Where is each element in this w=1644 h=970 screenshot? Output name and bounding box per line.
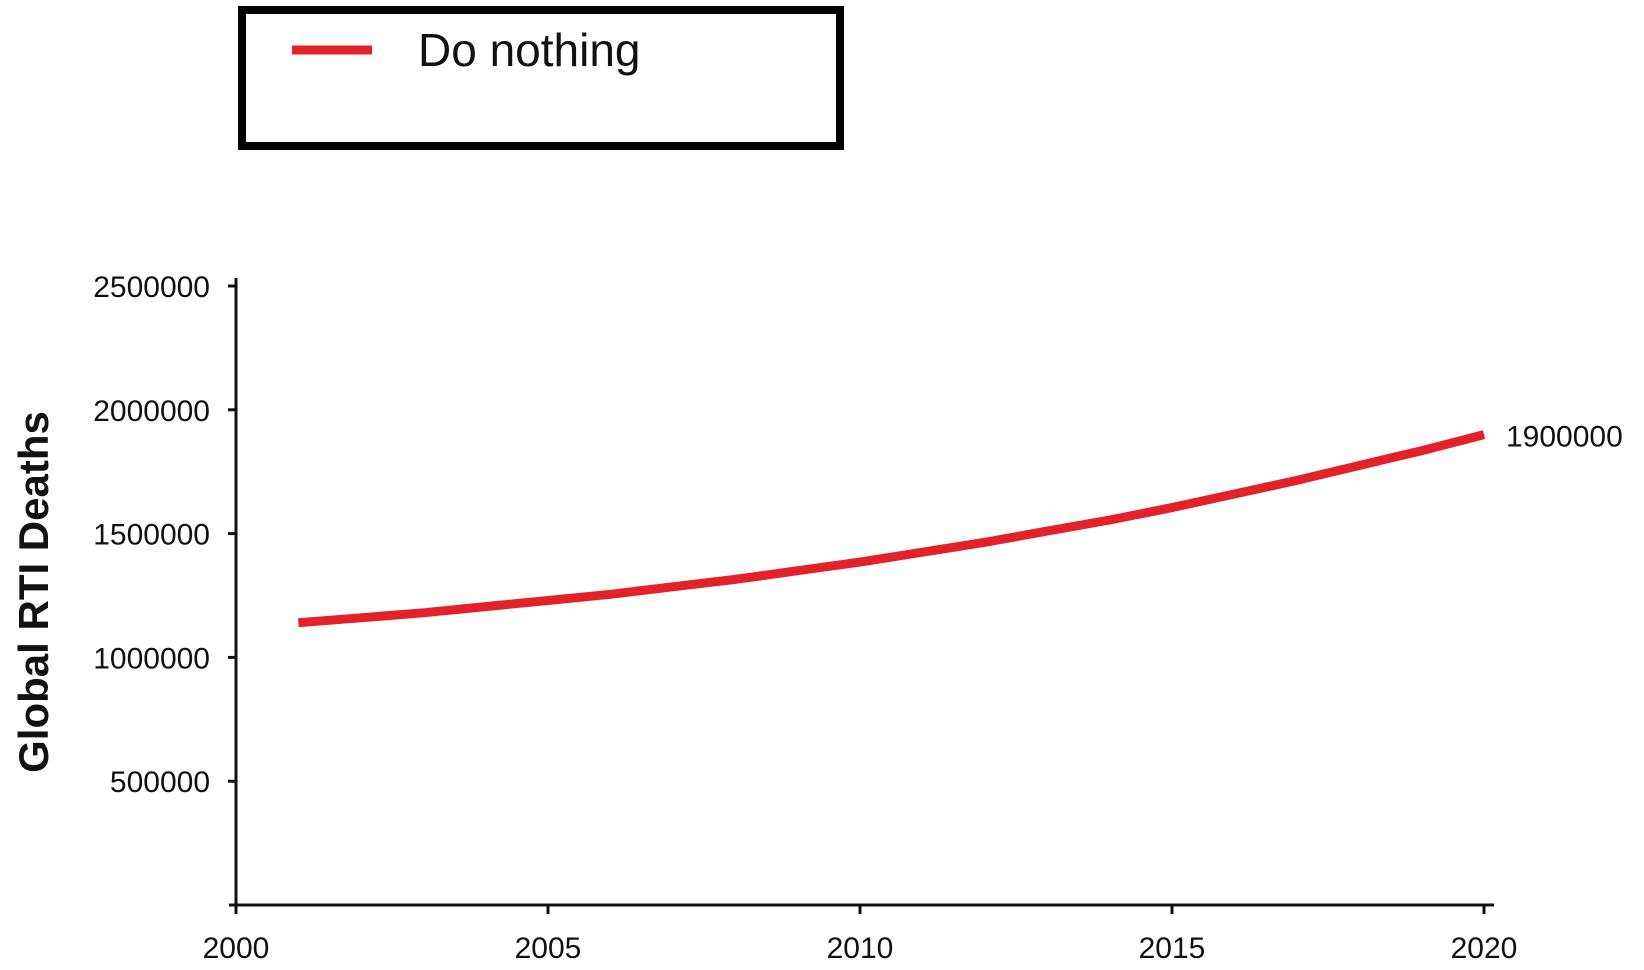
x-tick-label: 2010 (827, 932, 894, 965)
x-tick-label: 2005 (515, 932, 582, 965)
y-tick-label: 2500000 (93, 271, 210, 304)
y-ticks: 500000 1000000 1500000 2000000 2500000 (93, 271, 236, 799)
annotations: 1900000 (1506, 421, 1623, 454)
legend-label-do-nothing: Do nothing (418, 24, 641, 76)
y-tick-label: 1000000 (93, 642, 210, 675)
x-ticks: 2000 2005 2010 2015 2020 (203, 905, 1518, 965)
x-tick-label: 2015 (1139, 932, 1206, 965)
x-tick-label: 2020 (1451, 932, 1518, 965)
x-tick-label: 2000 (203, 932, 270, 965)
end-value-label: 1900000 (1506, 421, 1623, 454)
y-tick-label: 1500000 (93, 519, 210, 552)
y-tick-label: 2000000 (93, 395, 210, 428)
series-group (298, 430, 1486, 628)
series-line-do-nothing (298, 430, 1486, 628)
axes (229, 278, 1494, 907)
y-axis-title: Global RTI Deaths (10, 411, 57, 773)
y-tick-label: 500000 (110, 766, 210, 799)
legend-frame (238, 6, 844, 150)
legend: Do nothing (238, 6, 844, 150)
